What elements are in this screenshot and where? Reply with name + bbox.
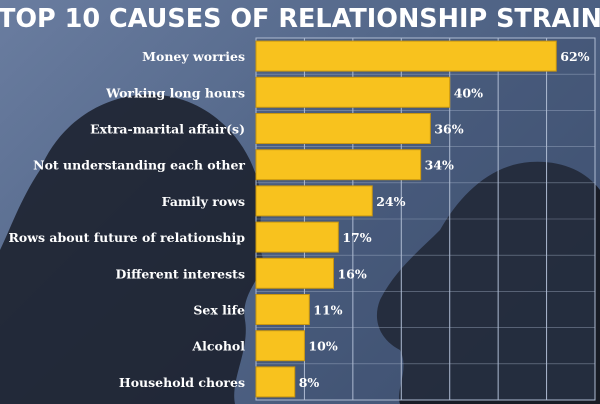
bar	[255, 330, 305, 362]
bar	[255, 366, 296, 398]
value-label: 8%	[299, 375, 320, 390]
value-label: 34%	[425, 158, 454, 173]
value-label: 62%	[560, 49, 589, 64]
category-label: Alcohol	[191, 339, 245, 354]
category-label: Rows about future of relationship	[9, 230, 246, 245]
bar	[255, 40, 557, 72]
value-label: 36%	[434, 122, 463, 137]
value-label: 17%	[342, 230, 371, 245]
man-silhouette	[0, 94, 263, 404]
category-labels: Money worries Working long hours Extra-mar…	[9, 49, 246, 390]
value-label: 16%	[337, 266, 366, 281]
value-label: 10%	[308, 339, 337, 354]
category-label: Working long hours	[105, 85, 245, 100]
category-label: Sex life	[193, 303, 245, 318]
value-label: 40%	[454, 85, 483, 100]
woman-silhouette	[376, 161, 600, 404]
silhouette-background	[0, 94, 600, 404]
bar	[255, 113, 431, 144]
value-label: 24%	[376, 194, 405, 209]
category-label: Household chores	[119, 375, 245, 390]
bar	[255, 185, 373, 217]
bar	[255, 149, 422, 181]
category-label: Family rows	[162, 194, 245, 209]
category-label: Extra-marital affair(s)	[90, 122, 245, 137]
category-label: Different interests	[115, 266, 245, 281]
value-label: 11%	[313, 303, 342, 318]
bar	[255, 257, 334, 289]
value-labels: 62% 40% 36% 34% 24% 17% 16% 11% 10% 8%	[299, 49, 590, 390]
bars	[255, 40, 557, 398]
bar	[255, 76, 451, 108]
category-label: Not understanding each other	[33, 158, 245, 173]
bar	[255, 221, 339, 253]
chart-title: TOP 10 CAUSES OF RELATIONSHIP STRAIN	[0, 4, 600, 34]
category-label: Money worries	[142, 49, 245, 64]
bar	[255, 294, 310, 325]
